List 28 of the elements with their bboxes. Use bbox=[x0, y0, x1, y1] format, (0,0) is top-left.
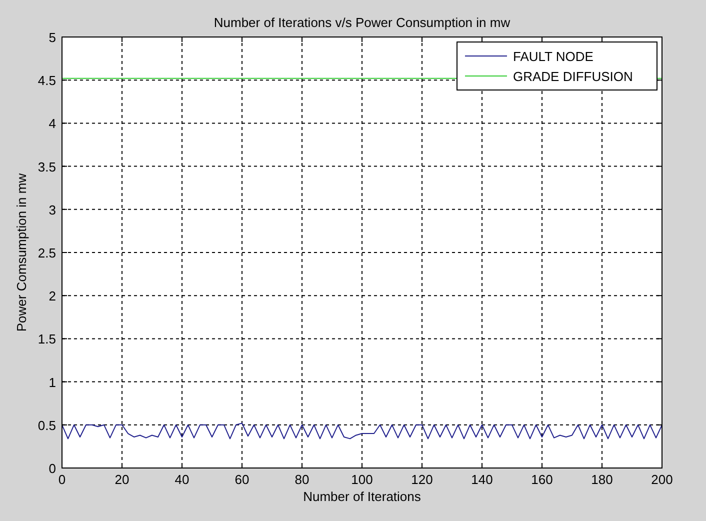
x-tick-label: 100 bbox=[351, 472, 373, 487]
legend-label: FAULT NODE bbox=[513, 49, 594, 64]
x-tick-label: 200 bbox=[651, 472, 673, 487]
line-series bbox=[62, 422, 662, 440]
y-tick-label: 1.5 bbox=[38, 332, 56, 347]
x-tick-label: 0 bbox=[58, 472, 66, 487]
y-tick-label: 3.5 bbox=[38, 159, 56, 174]
y-tick-label: 4.5 bbox=[38, 73, 56, 88]
x-tick-label: 160 bbox=[531, 472, 553, 487]
y-tick-label: 2 bbox=[48, 288, 56, 304]
y-tick-label: 3 bbox=[48, 202, 56, 218]
y-tick-label: 5 bbox=[48, 30, 56, 45]
y-tick-label: 0.5 bbox=[38, 418, 56, 433]
legend-label: GRADE DIFFUSION bbox=[513, 69, 633, 84]
chart-title: Number of Iterations v/s Power Consumption in mw bbox=[214, 15, 511, 30]
y-tick-label: 4 bbox=[48, 116, 56, 132]
x-axis-title: Number of Iterations bbox=[303, 489, 422, 504]
y-tick-label: 2.5 bbox=[38, 246, 56, 260]
x-tick-label: 20 bbox=[114, 472, 130, 487]
x-tick-label: 40 bbox=[174, 472, 190, 487]
y-tick-label: 0 bbox=[48, 461, 56, 476]
y-tick-label: 1 bbox=[48, 374, 56, 390]
x-tick-label: 120 bbox=[411, 472, 433, 487]
x-tick-label: 140 bbox=[471, 472, 493, 487]
x-tick-label: 60 bbox=[234, 472, 250, 487]
y-axis-title: Power Comsumption in mw bbox=[14, 172, 29, 332]
x-tick-label: 180 bbox=[591, 472, 613, 487]
x-tick-label: 80 bbox=[294, 472, 310, 487]
